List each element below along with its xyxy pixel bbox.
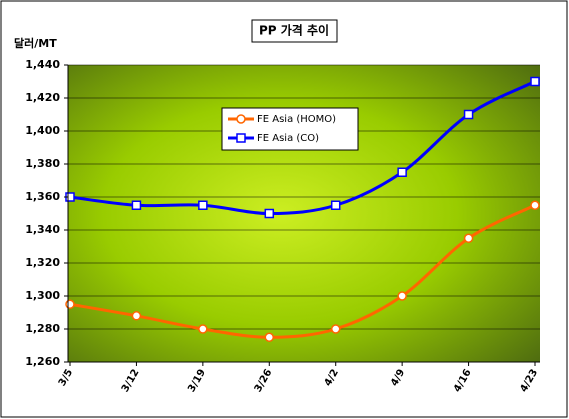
legend-marker (236, 133, 246, 143)
data-point (397, 167, 407, 177)
y-tick-label: 1,400 (25, 124, 60, 137)
y-tick-label: 1,340 (25, 223, 60, 236)
legend-label: FE Asia (CO) (257, 133, 319, 144)
y-tick-label: 1,360 (25, 190, 60, 203)
data-point (530, 200, 540, 210)
data-point (463, 233, 474, 243)
title-box (251, 19, 338, 43)
legend-marker (236, 114, 246, 124)
y-axis-label: 달러/MT (14, 36, 57, 50)
y-tick-label: 1,440 (25, 58, 60, 71)
series-line (69, 203, 536, 339)
y-tick-label: 1,300 (25, 289, 60, 302)
series-line (69, 80, 536, 216)
y-tick-label: 1,320 (25, 256, 60, 269)
data-point (131, 200, 142, 210)
y-tick-label: 1,280 (25, 322, 60, 335)
data-point (198, 200, 208, 210)
data-point (330, 324, 341, 334)
data-point (463, 109, 474, 120)
y-tick-label: 1,260 (25, 355, 60, 368)
data-point (530, 76, 540, 87)
legend (221, 107, 359, 151)
chart-title: PP 가격 추이 (259, 23, 329, 38)
data-point (264, 332, 275, 342)
legend-label: FE Asia (HOMO) (257, 114, 336, 125)
data-point (397, 291, 407, 301)
data-point (198, 324, 208, 334)
data-point (330, 200, 341, 210)
data-point (65, 299, 75, 309)
y-tick-label: 1,420 (25, 91, 60, 104)
y-tick-label: 1,380 (25, 157, 60, 170)
data-point (131, 311, 142, 321)
lines (65, 76, 540, 342)
data-point (264, 208, 275, 219)
